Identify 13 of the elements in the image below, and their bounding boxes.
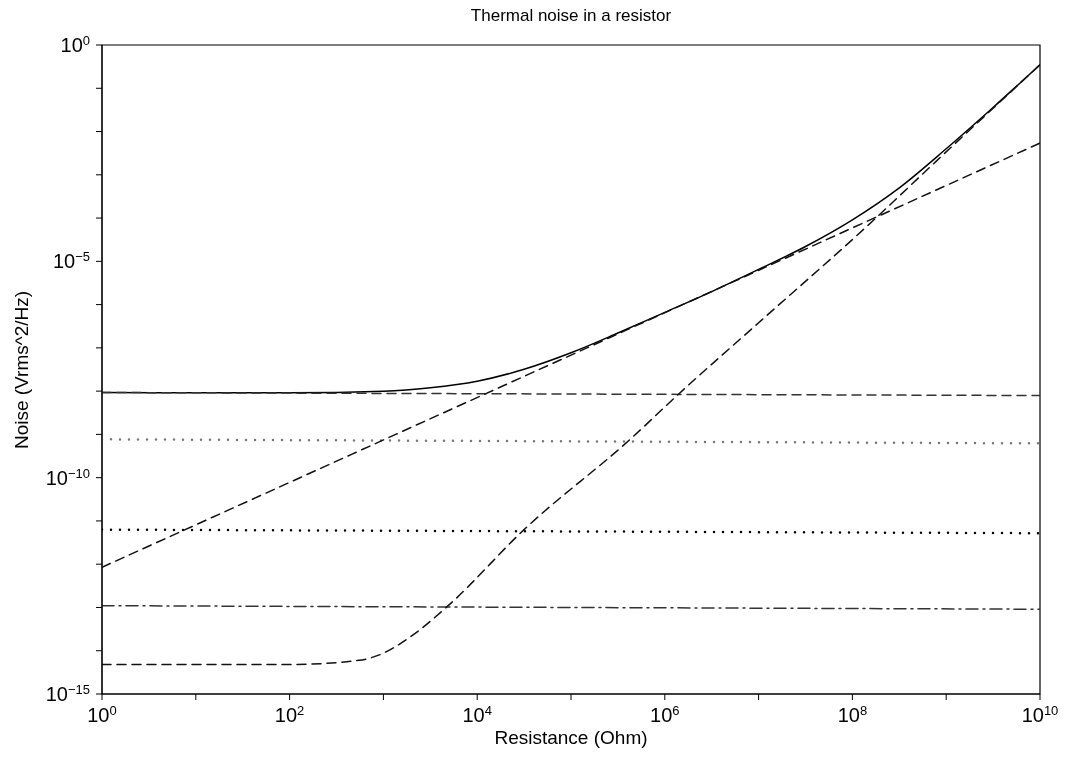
y-axis-title: Noise (Vrms^2/Hz) <box>11 290 33 450</box>
x-tick-label: 10$^{4}$ <box>462 702 492 726</box>
y-tick-label: 10$^{−10}$ <box>45 465 90 489</box>
y-tick-label: 10$^{0}$ <box>60 32 90 56</box>
x-tick-label: 10$^{8}$ <box>837 702 868 726</box>
x-tick-label: 10$^{2}$ <box>274 702 305 726</box>
x-axis-title: Resistance (Ohm) <box>493 727 649 749</box>
x-tick-label: 10$^{6}$ <box>650 702 680 726</box>
x-tick-label: 10$^{0}$ <box>87 702 117 726</box>
y-tick-label: 10$^{−15}$ <box>45 681 90 705</box>
y-tick-label: 10$^{−5}$ <box>52 248 90 273</box>
chart-title: Thermal noise in a resistor <box>469 6 673 26</box>
x-tick-label: 10$^{10}$ <box>1021 702 1059 726</box>
